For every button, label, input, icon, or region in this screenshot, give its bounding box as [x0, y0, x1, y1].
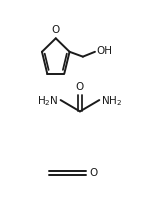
- Text: H$_2$N: H$_2$N: [37, 94, 59, 108]
- Text: NH$_2$: NH$_2$: [101, 94, 122, 108]
- Text: O: O: [76, 82, 84, 92]
- Text: OH: OH: [96, 46, 112, 56]
- Text: O: O: [52, 25, 60, 35]
- Text: O: O: [89, 168, 97, 178]
